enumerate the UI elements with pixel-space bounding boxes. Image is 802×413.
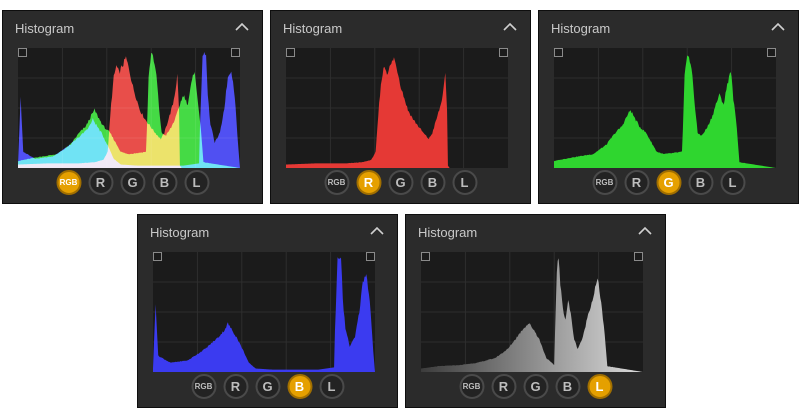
channel-button-rgb[interactable]: RGB: [459, 374, 484, 399]
channel-button-r[interactable]: R: [223, 374, 248, 399]
histogram-svg: [554, 48, 776, 168]
highlight-clipping-toggle[interactable]: [634, 252, 643, 261]
channel-button-l[interactable]: L: [587, 374, 612, 399]
series-g-area: [554, 55, 776, 168]
channel-button-rgb[interactable]: RGB: [56, 170, 81, 195]
shadow-clipping-toggle[interactable]: [18, 48, 27, 57]
histogram-panel: Histogram RGB R G B L: [270, 10, 531, 204]
histogram-plot: [18, 48, 240, 168]
channel-button-g[interactable]: G: [656, 170, 681, 195]
channel-button-b[interactable]: B: [152, 170, 177, 195]
channel-button-b[interactable]: B: [287, 374, 312, 399]
channel-button-l[interactable]: L: [319, 374, 344, 399]
histogram-plot: [153, 252, 375, 372]
channel-button-l[interactable]: L: [184, 170, 209, 195]
shadow-clipping-toggle[interactable]: [286, 48, 295, 57]
channel-buttons: RGB R G B L: [191, 374, 344, 399]
channel-button-b[interactable]: B: [420, 170, 445, 195]
series-r-area: [286, 57, 508, 168]
channel-buttons: RGB R G B L: [459, 374, 612, 399]
histogram-svg: [153, 252, 375, 372]
channel-button-r[interactable]: R: [491, 374, 516, 399]
chevron-up-icon[interactable]: [502, 20, 518, 34]
histogram-svg: [421, 252, 643, 372]
chevron-up-icon[interactable]: [770, 20, 786, 34]
channel-button-l[interactable]: L: [720, 170, 745, 195]
highlight-clipping-toggle[interactable]: [366, 252, 375, 261]
channel-buttons: RGB R G B L: [56, 170, 209, 195]
channel-buttons: RGB R G B L: [324, 170, 477, 195]
channel-button-g[interactable]: G: [120, 170, 145, 195]
channel-button-r[interactable]: R: [624, 170, 649, 195]
panel-title: Histogram: [551, 21, 611, 36]
highlight-clipping-toggle[interactable]: [499, 48, 508, 57]
highlight-clipping-toggle[interactable]: [767, 48, 776, 57]
panel-title: Histogram: [15, 21, 75, 36]
series-r-area: [18, 56, 240, 168]
channel-button-rgb[interactable]: RGB: [324, 170, 349, 195]
histogram-svg: [286, 48, 508, 168]
shadow-clipping-toggle[interactable]: [421, 252, 430, 261]
chevron-up-icon[interactable]: [637, 224, 653, 238]
histogram-panel: Histogram RGB R G B L: [137, 214, 398, 408]
chevron-up-icon[interactable]: [369, 224, 385, 238]
channel-button-r[interactable]: R: [88, 170, 113, 195]
series-l-area: [421, 258, 643, 372]
shadow-clipping-toggle[interactable]: [554, 48, 563, 57]
histogram-plot: [286, 48, 508, 168]
channel-button-g[interactable]: G: [255, 374, 280, 399]
histogram-plot: [421, 252, 643, 372]
channel-button-rgb[interactable]: RGB: [191, 374, 216, 399]
histogram-panel: Histogram RGB R G B L: [2, 10, 263, 204]
series-b-area: [18, 52, 240, 168]
channel-button-r[interactable]: R: [356, 170, 381, 195]
histogram-panel: Histogram RGB R G B L: [538, 10, 799, 204]
histogram-svg: [18, 48, 240, 168]
panel-title: Histogram: [283, 21, 343, 36]
shadow-clipping-toggle[interactable]: [153, 252, 162, 261]
channel-button-b[interactable]: B: [688, 170, 713, 195]
series-b-area: [153, 257, 375, 372]
channel-button-g[interactable]: G: [388, 170, 413, 195]
channel-button-b[interactable]: B: [555, 374, 580, 399]
panel-title: Histogram: [418, 225, 478, 240]
chevron-up-icon[interactable]: [234, 20, 250, 34]
series-g-area: [18, 53, 240, 168]
channel-button-l[interactable]: L: [452, 170, 477, 195]
histogram-grid: [554, 48, 776, 168]
channel-button-g[interactable]: G: [523, 374, 548, 399]
histogram-plot: [554, 48, 776, 168]
highlight-clipping-toggle[interactable]: [231, 48, 240, 57]
panel-title: Histogram: [150, 225, 210, 240]
channel-button-rgb[interactable]: RGB: [592, 170, 617, 195]
channel-buttons: RGB R G B L: [592, 170, 745, 195]
histogram-panel: Histogram RGB R G B L: [405, 214, 666, 408]
